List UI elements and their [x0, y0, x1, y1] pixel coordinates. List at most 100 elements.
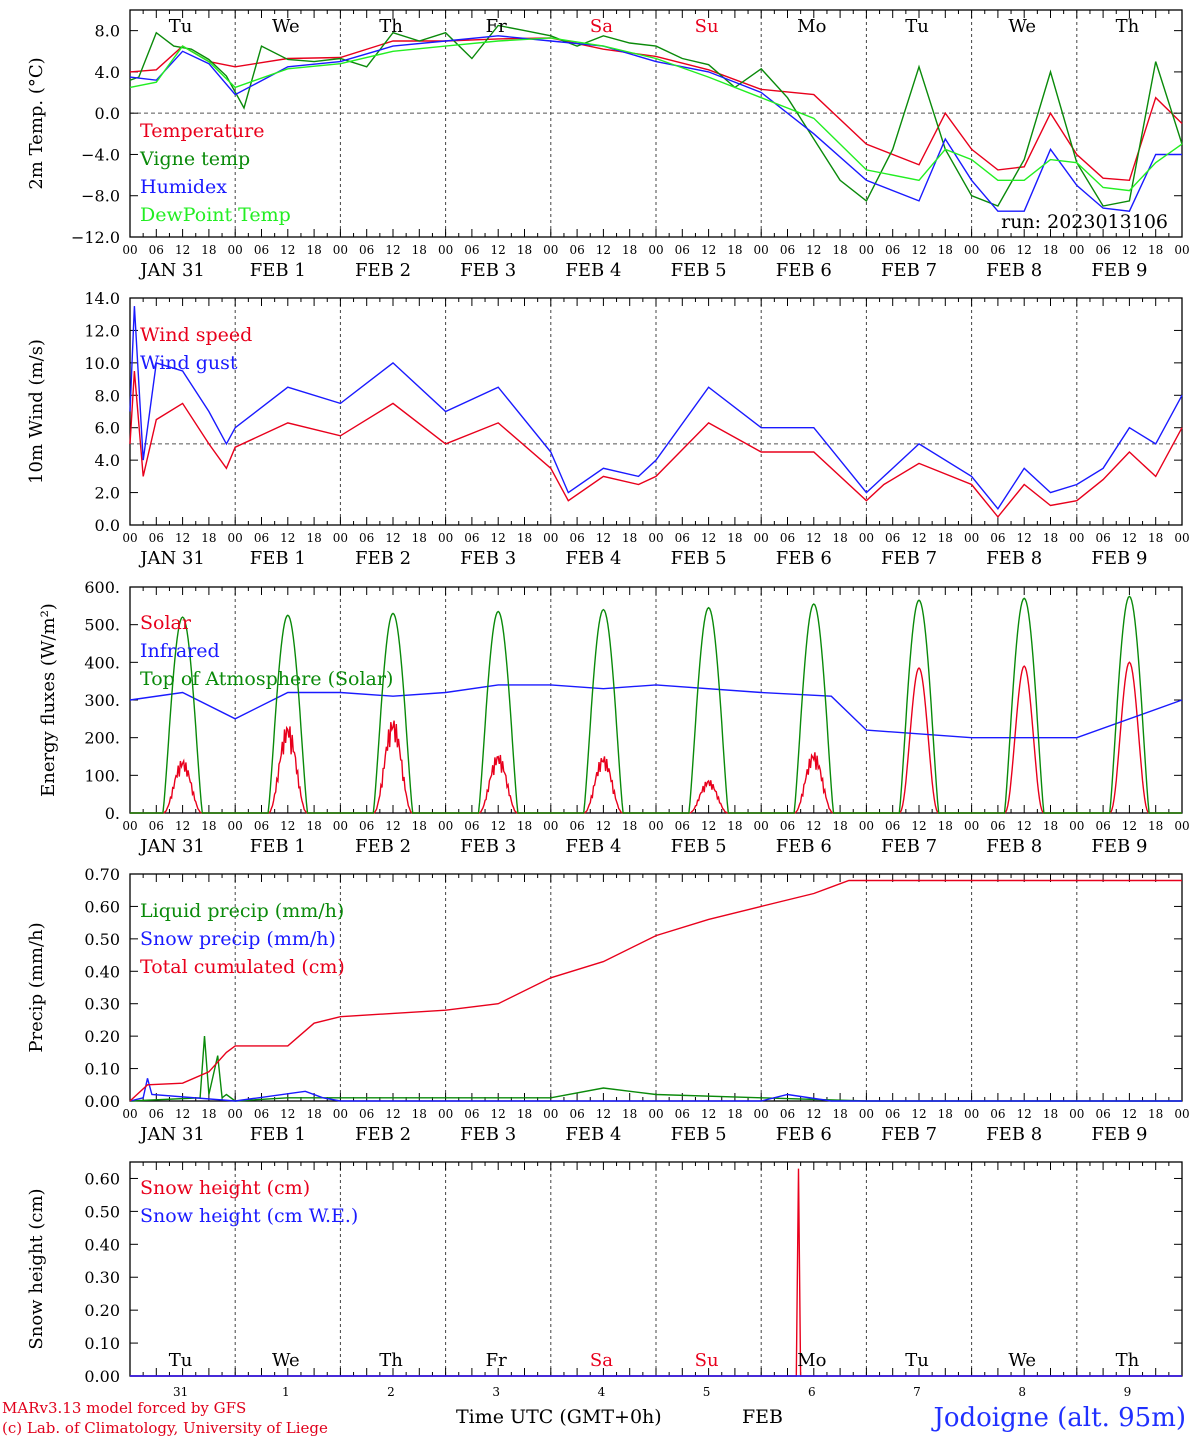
- day-label: Th: [1116, 1350, 1140, 1371]
- hour-tick-label: 18: [1148, 819, 1163, 833]
- series-line: [129, 684, 1183, 739]
- series-line: [130, 595, 1182, 814]
- hour-tick-label: 00: [122, 819, 137, 833]
- lab-credit: (c) Lab. of Climatology, University of L…: [2, 1419, 328, 1437]
- hour-tick-label: 12: [175, 1107, 190, 1121]
- date-label: FEB 8: [986, 260, 1042, 281]
- day-number-label: 31: [173, 1385, 188, 1399]
- hour-tick-label: 12: [175, 243, 190, 257]
- hour-tick-label: 06: [675, 819, 690, 833]
- hour-tick-label: 06: [569, 819, 584, 833]
- y-tick-label: 0.40: [84, 1235, 120, 1254]
- date-label: FEB 9: [1091, 836, 1147, 857]
- hour-tick-label: 06: [464, 243, 479, 257]
- hour-tick-label: 12: [491, 819, 506, 833]
- date-label: FEB 7: [881, 548, 937, 569]
- hour-tick-label: 06: [990, 819, 1005, 833]
- y-tick-label: −12.0: [71, 228, 120, 247]
- y-tick-label: 6.0: [95, 419, 120, 438]
- y-tick-label: 0.30: [84, 995, 120, 1014]
- legend-entry: Snow precip (mm/h): [140, 928, 336, 950]
- station-title: Jodoigne (alt. 95m): [933, 1403, 1186, 1433]
- hour-tick-label: 12: [701, 531, 716, 545]
- hour-tick-label: 00: [648, 531, 663, 545]
- day-number-label: 7: [913, 1385, 921, 1399]
- y-tick-label: 0.50: [84, 930, 120, 949]
- date-label: FEB 9: [1091, 548, 1147, 569]
- y-tick-label: 0.40: [84, 962, 120, 981]
- hour-tick-label: 00: [122, 1107, 137, 1121]
- y-tick-label: −8.0: [81, 187, 120, 206]
- hour-tick-label: 18: [201, 531, 216, 545]
- hour-tick-label: 00: [122, 243, 137, 257]
- day-label: We: [272, 16, 300, 37]
- day-number-label: 4: [598, 1385, 606, 1399]
- date-label: FEB 1: [250, 1124, 306, 1145]
- legend-entry: Liquid precip (mm/h): [140, 900, 344, 922]
- y-axis-label: Snow height (cm): [26, 1188, 47, 1349]
- y-tick-label: 0.10: [84, 1334, 120, 1353]
- hour-tick-label: 00: [1069, 819, 1084, 833]
- date-label: FEB 3: [460, 548, 516, 569]
- hour-tick-label: 00: [754, 243, 769, 257]
- day-label: Th: [379, 16, 403, 37]
- hour-tick-label: 00: [1069, 243, 1084, 257]
- date-label: FEB 4: [565, 260, 621, 281]
- hour-tick-label: 06: [1095, 1107, 1110, 1121]
- hour-tick-label: 18: [832, 1107, 847, 1121]
- hour-tick-label: 00: [859, 819, 874, 833]
- hour-tick-label: 06: [780, 531, 795, 545]
- hour-tick-label: 00: [964, 531, 979, 545]
- hour-tick-label: 06: [569, 1107, 584, 1121]
- hour-tick-label: 12: [701, 243, 716, 257]
- day-label: Sa: [590, 1350, 613, 1371]
- y-tick-label: 300.: [84, 691, 120, 710]
- hour-tick-label: 12: [806, 531, 821, 545]
- date-label: FEB 4: [565, 548, 621, 569]
- date-label: FEB 2: [355, 548, 411, 569]
- hour-tick-label: 18: [201, 1107, 216, 1121]
- legend-entry: Humidex: [140, 176, 227, 198]
- hour-tick-label: 12: [280, 1107, 295, 1121]
- series-line: [129, 879, 1182, 1102]
- hour-tick-label: 18: [938, 531, 953, 545]
- hour-tick-label: 18: [1043, 1107, 1058, 1121]
- date-label: FEB 7: [881, 260, 937, 281]
- y-axis-label: Precip (mm/h): [26, 922, 47, 1052]
- hour-tick-label: 18: [201, 819, 216, 833]
- y-tick-label: 0.20: [84, 1027, 120, 1046]
- y-axis-label: Energy fluxes (W/m²): [38, 603, 59, 797]
- day-label: Tu: [905, 16, 929, 37]
- hour-tick-label: 12: [1017, 1107, 1032, 1121]
- hour-tick-label: 12: [701, 1107, 716, 1121]
- hour-tick-label: 00: [333, 243, 348, 257]
- hour-tick-label: 00: [859, 531, 874, 545]
- y-tick-label: 0.0: [95, 104, 120, 123]
- series-line: [129, 35, 1182, 212]
- hour-tick-label: 18: [201, 243, 216, 257]
- y-tick-label: 100.: [84, 766, 120, 785]
- hour-tick-label: 06: [359, 531, 374, 545]
- hour-tick-label: 12: [1122, 1107, 1137, 1121]
- date-label: JAN 31: [138, 1124, 205, 1145]
- hour-tick-label: 00: [1174, 243, 1189, 257]
- hour-tick-label: 00: [228, 531, 243, 545]
- y-tick-label: 2.0: [95, 484, 120, 503]
- hour-tick-label: 06: [885, 819, 900, 833]
- date-label: FEB 7: [881, 836, 937, 857]
- day-number-label: 8: [1018, 1385, 1026, 1399]
- hour-tick-label: 00: [1069, 1107, 1084, 1121]
- date-label: FEB 6: [776, 548, 832, 569]
- hour-tick-label: 18: [1043, 531, 1058, 545]
- hour-tick-label: 06: [464, 531, 479, 545]
- hour-tick-label: 00: [1174, 819, 1189, 833]
- hour-tick-label: 18: [1148, 243, 1163, 257]
- legend-entry: Wind speed: [140, 324, 252, 346]
- day-label: We: [272, 1350, 300, 1371]
- day-label: Th: [1116, 16, 1140, 37]
- day-label: Tu: [905, 1350, 929, 1371]
- model-credit: MARv3.13 model forced by GFS: [2, 1399, 247, 1417]
- hour-tick-label: 06: [780, 819, 795, 833]
- hour-tick-label: 06: [254, 531, 269, 545]
- hour-tick-label: 06: [1095, 243, 1110, 257]
